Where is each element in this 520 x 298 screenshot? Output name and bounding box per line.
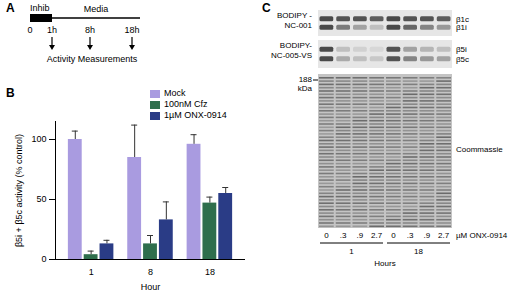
svg-text:Coommassie: Coommassie — [456, 145, 503, 154]
svg-text:18: 18 — [414, 247, 423, 256]
svg-text:18: 18 — [205, 267, 215, 277]
svg-text:A: A — [6, 1, 15, 15]
svg-text:8h: 8h — [85, 25, 95, 35]
svg-text:BODIPY-: BODIPY- — [280, 41, 312, 50]
svg-text:100: 100 — [31, 134, 46, 144]
svg-text:0: 0 — [27, 25, 32, 35]
svg-text:Hours: Hours — [374, 259, 395, 268]
svg-text:Hour: Hour — [141, 282, 161, 292]
html-text:1µM ONX-0914: 1µM ONX-0914 — [164, 110, 227, 120]
svg-text:0: 0 — [391, 231, 396, 240]
svg-text:18h: 18h — [124, 25, 139, 35]
svg-text:C: C — [262, 1, 271, 15]
svg-text:β5i + β5c activity (% control): β5i + β5c activity (% control) — [14, 134, 24, 247]
svg-text:50: 50 — [36, 194, 46, 204]
html-text:Mock: Mock — [164, 88, 186, 98]
svg-text:188: 188 — [299, 75, 313, 84]
svg-text:2.7: 2.7 — [371, 231, 383, 240]
svg-text:BODIPY -: BODIPY - — [277, 11, 312, 20]
svg-text:8: 8 — [148, 267, 153, 277]
svg-text:1h: 1h — [47, 25, 57, 35]
svg-text:.9: .9 — [424, 231, 431, 240]
svg-text:NC-001: NC-001 — [284, 21, 312, 30]
svg-text:β1i: β1i — [456, 23, 467, 32]
svg-text:2.7: 2.7 — [438, 231, 450, 240]
svg-text:NC-005-VS: NC-005-VS — [271, 51, 312, 60]
svg-text:0: 0 — [41, 254, 46, 264]
svg-text:µM ONX-0914: µM ONX-0914 — [456, 231, 508, 240]
svg-text:1: 1 — [349, 247, 354, 256]
svg-text:.3: .3 — [407, 231, 414, 240]
svg-text:1: 1 — [89, 267, 94, 277]
svg-text:β5i: β5i — [456, 45, 467, 54]
svg-text:Inhib: Inhib — [30, 3, 50, 13]
svg-text:.9: .9 — [357, 231, 364, 240]
svg-text:Activity Measurements: Activity Measurements — [47, 54, 138, 64]
svg-text:B: B — [6, 86, 15, 100]
svg-text:0: 0 — [324, 231, 329, 240]
svg-text:.3: .3 — [340, 231, 347, 240]
html-text:100nM Cfz: 100nM Cfz — [164, 99, 208, 109]
svg-text:β1c: β1c — [456, 15, 469, 24]
svg-text:Media: Media — [84, 4, 109, 14]
svg-text:kDa: kDa — [298, 84, 313, 93]
svg-text:β5c: β5c — [456, 55, 469, 64]
